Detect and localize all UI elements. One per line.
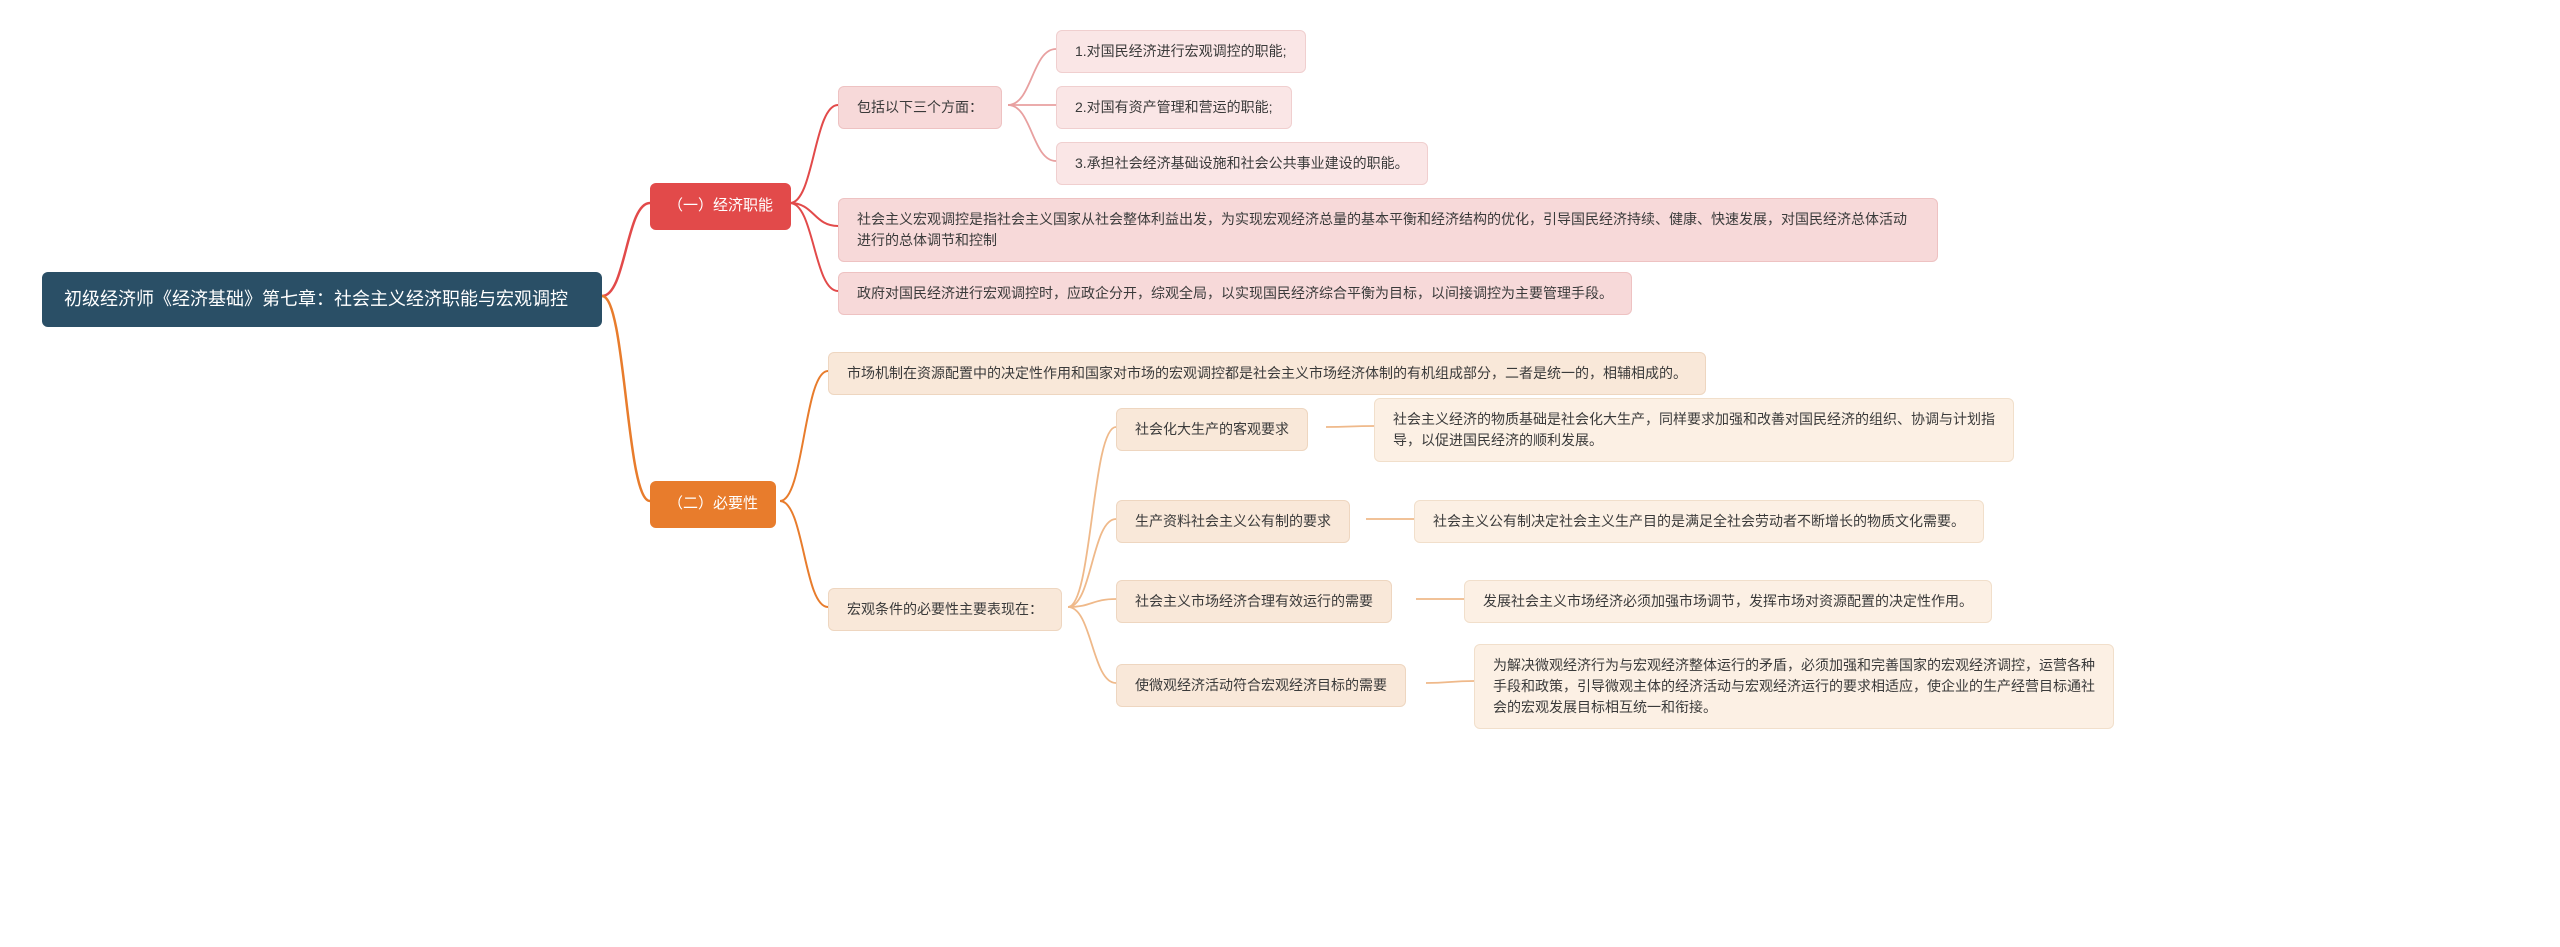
b1-gov-control: 政府对国民经济进行宏观调控时，应政企分开，综观全局，以实现国民经济综合平衡为目标…: [838, 272, 1632, 315]
b2-public-ownership: 生产资料社会主义公有制的要求: [1116, 500, 1350, 543]
b2-market-mechanism: 市场机制在资源配置中的决定性作用和国家对市场的宏观调控都是社会主义市场经济体制的…: [828, 352, 1706, 395]
b1-aspect-1: 1.对国民经济进行宏观调控的职能;: [1056, 30, 1306, 73]
b1-three-aspects: 包括以下三个方面：: [838, 86, 1002, 129]
b2-market-economy-need-detail: 发展社会主义市场经济必须加强市场调节，发挥市场对资源配置的决定性作用。: [1464, 580, 1992, 623]
b1-aspect-3: 3.承担社会经济基础设施和社会公共事业建设的职能。: [1056, 142, 1428, 185]
b2-market-economy-need: 社会主义市场经济合理有效运行的需要: [1116, 580, 1392, 623]
b2-micro-macro-need-detail: 为解决微观经济行为与宏观经济整体运行的矛盾，必须加强和完善国家的宏观经济调控，运…: [1474, 644, 2114, 729]
branch-necessity: （二）必要性: [650, 481, 776, 528]
b1-aspect-2: 2.对国有资产管理和营运的职能;: [1056, 86, 1292, 129]
b2-socialized-production-detail: 社会主义经济的物质基础是社会化大生产，同样要求加强和改善对国民经济的组织、协调与…: [1374, 398, 2014, 462]
b1-definition: 社会主义宏观调控是指社会主义国家从社会整体利益出发，为实现宏观经济总量的基本平衡…: [838, 198, 1938, 262]
branch-economic-function: （一）经济职能: [650, 183, 791, 230]
b2-macro-conditions: 宏观条件的必要性主要表现在：: [828, 588, 1062, 631]
b2-public-ownership-detail: 社会主义公有制决定社会主义生产目的是满足全社会劳动者不断增长的物质文化需要。: [1414, 500, 1984, 543]
b2-socialized-production: 社会化大生产的客观要求: [1116, 408, 1308, 451]
b2-micro-macro-need: 使微观经济活动符合宏观经济目标的需要: [1116, 664, 1406, 707]
root-node: 初级经济师《经济基础》第七章：社会主义经济职能与宏观调控: [42, 272, 602, 327]
